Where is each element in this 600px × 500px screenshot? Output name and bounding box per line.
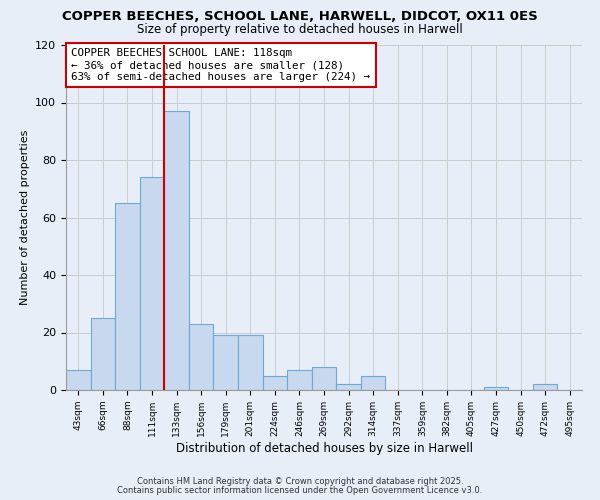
Text: Contains HM Land Registry data © Crown copyright and database right 2025.: Contains HM Land Registry data © Crown c…: [137, 477, 463, 486]
Text: Contains public sector information licensed under the Open Government Licence v3: Contains public sector information licen…: [118, 486, 482, 495]
Bar: [484, 387, 508, 390]
Bar: [361, 376, 385, 390]
Bar: [336, 384, 361, 390]
Bar: [214, 336, 238, 390]
Bar: [66, 370, 91, 390]
Bar: [189, 324, 214, 390]
X-axis label: Distribution of detached houses by size in Harwell: Distribution of detached houses by size …: [176, 442, 473, 454]
Text: COPPER BEECHES, SCHOOL LANE, HARWELL, DIDCOT, OX11 0ES: COPPER BEECHES, SCHOOL LANE, HARWELL, DI…: [62, 10, 538, 23]
Bar: [263, 376, 287, 390]
Bar: [312, 367, 336, 390]
Bar: [115, 203, 140, 390]
Bar: [91, 318, 115, 390]
Y-axis label: Number of detached properties: Number of detached properties: [20, 130, 29, 305]
Bar: [238, 336, 263, 390]
Bar: [164, 111, 189, 390]
Bar: [287, 370, 312, 390]
Bar: [533, 384, 557, 390]
Text: COPPER BEECHES SCHOOL LANE: 118sqm
← 36% of detached houses are smaller (128)
63: COPPER BEECHES SCHOOL LANE: 118sqm ← 36%…: [71, 48, 370, 82]
Bar: [140, 178, 164, 390]
Text: Size of property relative to detached houses in Harwell: Size of property relative to detached ho…: [137, 22, 463, 36]
